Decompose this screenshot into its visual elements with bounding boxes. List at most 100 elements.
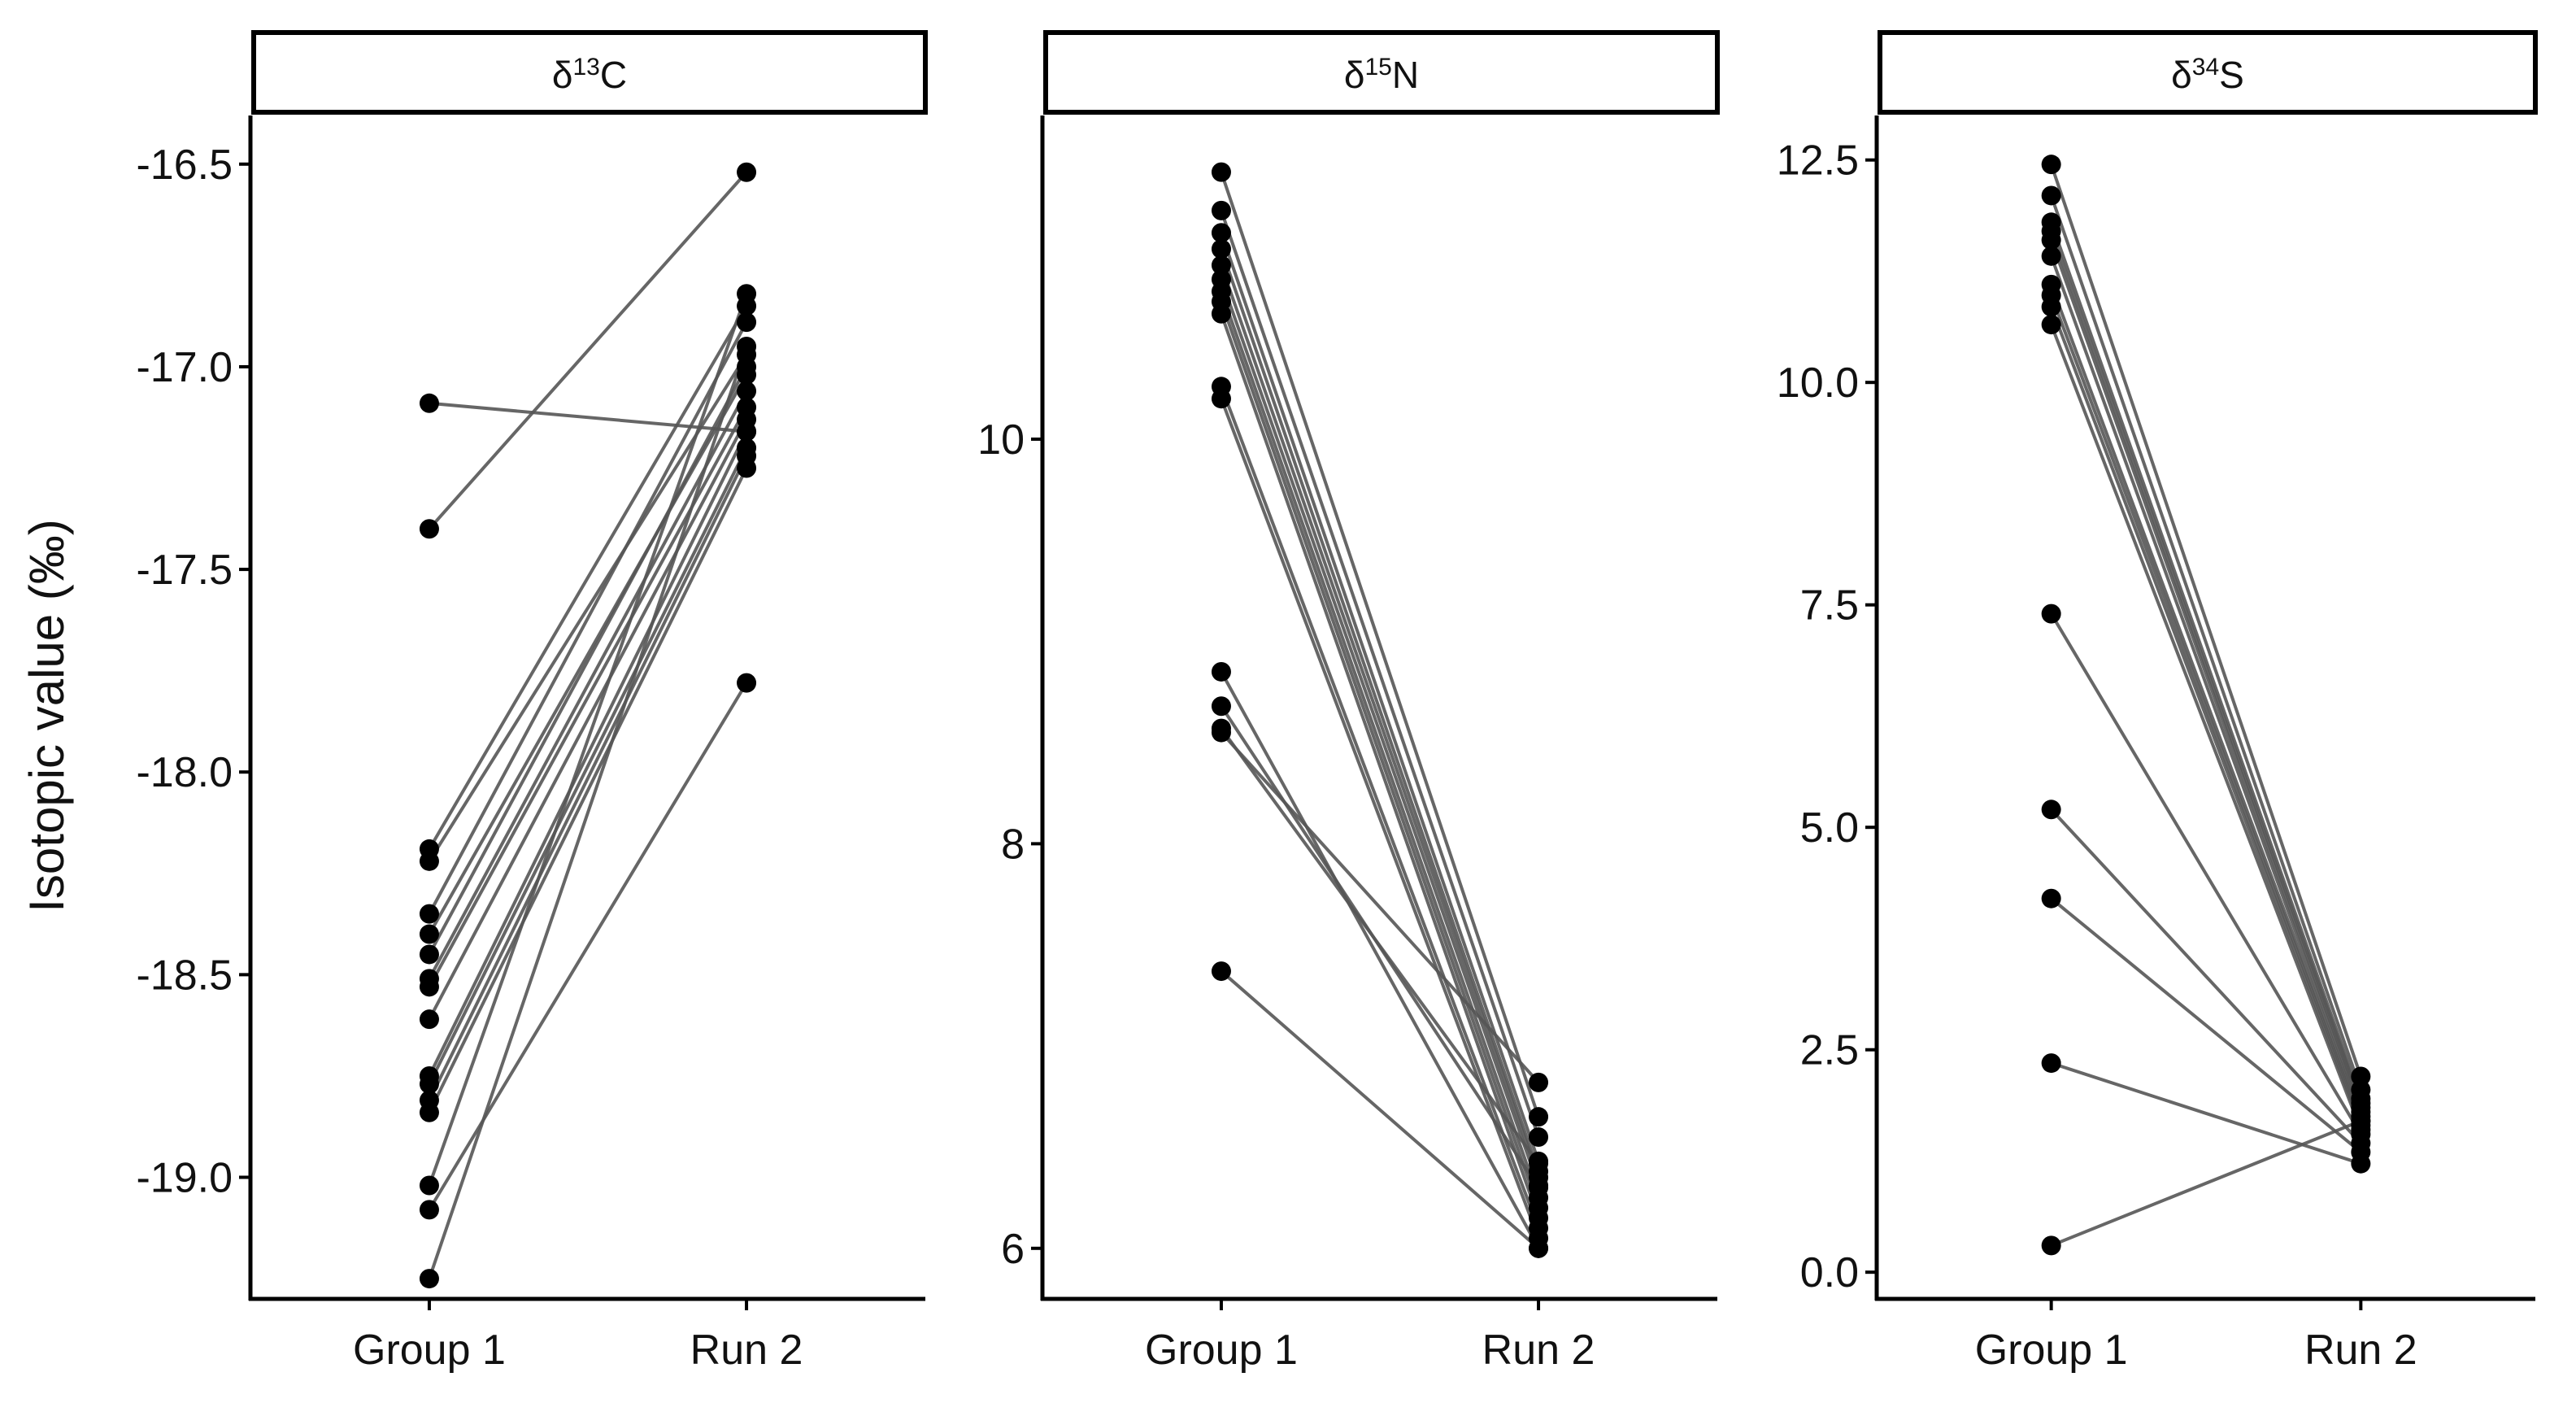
facet-strip-label-1: δ15N	[1344, 54, 1419, 96]
point-run2-1-12	[1529, 1178, 1549, 1198]
pair-line-0-2	[428, 305, 748, 850]
facet-strip-label-0: δ13C	[552, 54, 627, 96]
y-tick-label-2-2: 5.0	[1800, 804, 1859, 852]
point-group1-0-8	[419, 977, 439, 997]
point-run2-1-0	[1529, 1107, 1549, 1127]
point-run2-2-0	[2351, 1066, 2371, 1087]
pair-line-1-5	[1220, 278, 1540, 1187]
point-run2-0-4	[737, 312, 757, 333]
point-group1-1-14	[1211, 722, 1231, 743]
point-group1-2-0	[2041, 155, 2061, 175]
y-tick-label-0-0: -19.0	[136, 1155, 233, 1202]
point-run2-0-1	[737, 162, 757, 182]
y-tick-label-0-5: -16.5	[136, 142, 233, 189]
pair-line-1-8	[1220, 313, 1540, 1219]
pair-line-1-0	[1220, 172, 1540, 1118]
point-group1-1-12	[1211, 696, 1231, 717]
point-run2-0-6	[737, 356, 757, 377]
point-group1-1-8	[1211, 303, 1231, 324]
point-group1-1-10	[1211, 389, 1231, 409]
point-group1-0-5	[419, 924, 439, 944]
point-run2-1-15	[1529, 1238, 1549, 1258]
pair-line-0-10	[428, 430, 748, 1077]
point-group1-0-6	[419, 944, 439, 965]
point-run2-0-15	[737, 673, 757, 693]
pair-line-0-13	[428, 467, 748, 1113]
pair-line-2-9	[2049, 324, 2363, 1131]
pair-line-1-14	[1220, 731, 1540, 1084]
point-group1-0-0	[419, 393, 439, 413]
pair-line-2-12	[2050, 897, 2362, 1154]
y-tick-label-0-4: -17.0	[136, 344, 233, 391]
y-tick-label-1-0: 6	[1001, 1226, 1025, 1273]
point-group1-2-9	[2041, 315, 2061, 335]
point-group1-1-11	[1211, 661, 1231, 682]
point-group1-0-15	[419, 1200, 439, 1220]
point-run2-0-13	[737, 458, 757, 478]
point-group1-0-11	[419, 1074, 439, 1094]
pair-line-2-5	[2049, 255, 2363, 1113]
point-run2-0-16	[737, 337, 757, 357]
facet-strip-label-2: δ34S	[2171, 54, 2244, 96]
point-run2-2-14	[2351, 1111, 2371, 1131]
point-run2-2-13	[2351, 1153, 2371, 1174]
pair-line-2-1	[2049, 194, 2363, 1091]
y-tick-label-2-1: 2.5	[1800, 1027, 1859, 1074]
point-group1-1-1	[1211, 200, 1231, 220]
pair-line-1-7	[1220, 301, 1540, 1209]
pair-line-0-1	[428, 171, 748, 530]
pair-line-0-4	[428, 321, 748, 915]
pair-line-0-0	[429, 401, 747, 434]
pair-line-0-11	[428, 447, 748, 1085]
pair-line-0-16	[428, 346, 748, 1279]
x-tick-label-0-1: Run 2	[690, 1327, 803, 1374]
y-tick-label-2-5: 12.5	[1777, 137, 1859, 185]
point-group1-0-9	[419, 1009, 439, 1030]
pair-line-1-10	[1220, 398, 1540, 1240]
y-tick-label-1-1: 8	[1001, 821, 1025, 868]
y-tick-label-0-3: -17.5	[136, 547, 233, 594]
point-group1-2-1	[2041, 185, 2061, 206]
x-tick-label-0-0: Group 1	[353, 1327, 506, 1374]
x-tick-label-2-0: Group 1	[1975, 1327, 2128, 1374]
pair-line-1-2	[1220, 232, 1540, 1162]
pair-line-0-14	[428, 293, 748, 1187]
point-run2-1-14	[1529, 1072, 1549, 1092]
pair-line-2-14	[2050, 1119, 2362, 1248]
point-group1-1-2	[1211, 223, 1231, 243]
pair-line-2-11	[2050, 808, 2362, 1144]
pair-line-0-15	[428, 682, 748, 1211]
y-axis-label: Isotopic value (‰)	[20, 519, 74, 913]
point-group1-2-10	[2041, 603, 2061, 624]
point-group1-1-0	[1211, 162, 1231, 182]
pair-line-0-6	[428, 365, 748, 956]
pair-line-0-12	[428, 455, 748, 1101]
pair-line-2-4	[2049, 239, 2363, 1109]
pair-line-2-8	[2049, 306, 2363, 1126]
pair-line-2-7	[2049, 294, 2363, 1122]
pair-line-1-11	[1220, 671, 1540, 1249]
point-group1-2-13	[2041, 1053, 2061, 1074]
point-group1-2-5	[2041, 246, 2061, 266]
y-tick-label-0-2: -18.0	[136, 749, 233, 796]
x-tick-label-1-1: Run 2	[1482, 1327, 1595, 1374]
point-run2-0-7	[737, 381, 757, 401]
pair-line-0-8	[428, 406, 748, 988]
y-tick-label-2-3: 7.5	[1800, 582, 1859, 630]
pair-line-2-6	[2049, 284, 2363, 1118]
pair-line-2-3	[2049, 230, 2363, 1104]
x-tick-label-2-1: Run 2	[2304, 1327, 2417, 1374]
facet-strip-2	[1878, 30, 2538, 115]
point-run2-0-14	[737, 284, 757, 304]
pair-line-2-10	[2049, 612, 2363, 1135]
facet-strip-1	[1043, 30, 1720, 115]
point-group1-2-11	[2041, 800, 2061, 820]
point-group1-2-8	[2041, 297, 2061, 317]
pair-line-2-13	[2051, 1061, 2361, 1166]
point-run2-0-10	[737, 421, 757, 442]
point-group1-0-16	[419, 1269, 439, 1289]
pair-line-2-2	[2049, 221, 2363, 1100]
point-group1-0-13	[419, 1102, 439, 1122]
point-group1-2-4	[2041, 230, 2061, 251]
point-group1-1-3	[1211, 239, 1231, 259]
